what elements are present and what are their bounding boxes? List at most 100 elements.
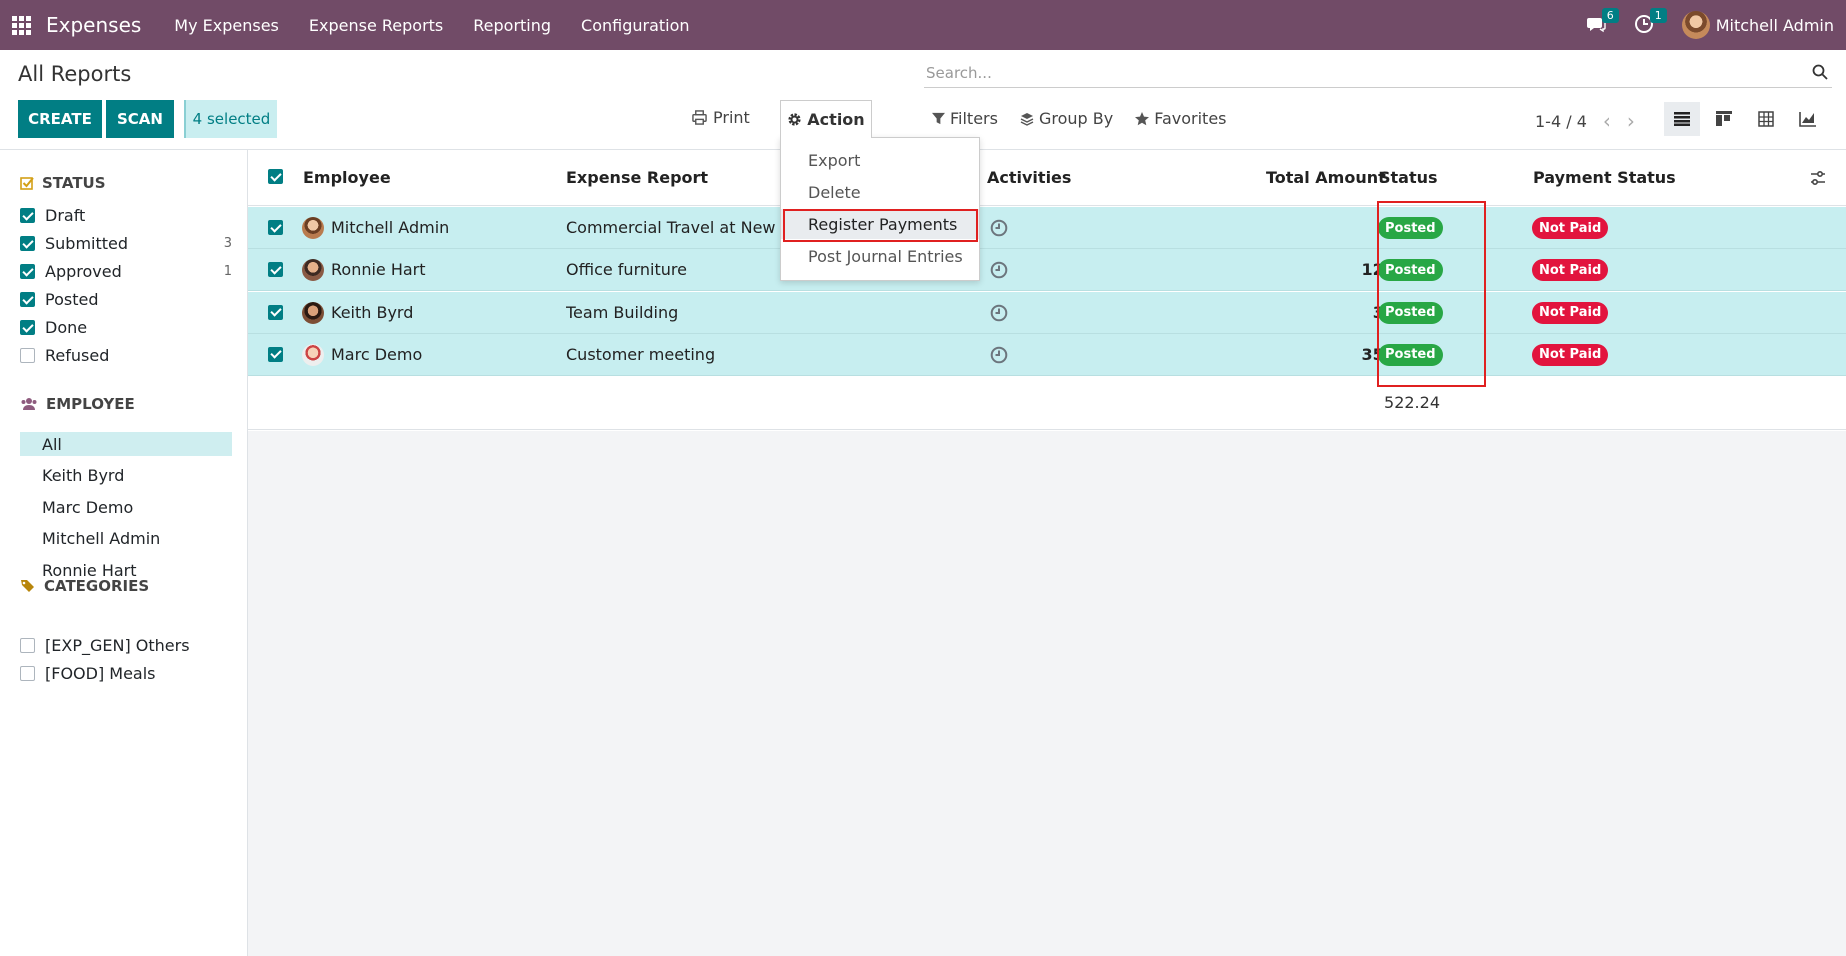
- pager-value[interactable]: 1-4 / 4: [1535, 111, 1587, 131]
- tags-icon: [21, 580, 34, 592]
- col-total-amount[interactable]: Total Amount: [1266, 168, 1386, 187]
- favorites-toggle[interactable]: Favorites: [1135, 109, 1227, 128]
- search-input[interactable]: [924, 63, 1832, 82]
- status-filter-label: Posted: [45, 290, 99, 309]
- view-switcher: [1664, 102, 1826, 136]
- user-avatar[interactable]: [1681, 11, 1710, 39]
- menu-item-export[interactable]: Export: [808, 150, 861, 170]
- optional-columns-icon[interactable]: [1810, 170, 1826, 186]
- search-bar: [924, 58, 1832, 88]
- status-badge: Posted: [1378, 217, 1443, 239]
- status-filter-label: Submitted: [45, 234, 129, 253]
- activity-clock-icon[interactable]: [990, 304, 1008, 322]
- activity-count-badge: 1: [1649, 8, 1667, 23]
- print-button[interactable]: Print: [692, 108, 750, 127]
- select-all-checkbox[interactable]: [268, 169, 283, 184]
- apps-grid-icon[interactable]: [12, 14, 34, 36]
- chevron-right-icon[interactable]: ›: [1626, 109, 1635, 133]
- category-filter-item[interactable]: [FOOD] Meals: [20, 664, 232, 683]
- menu-my-expenses[interactable]: My Expenses: [174, 15, 279, 35]
- employee-filter-item[interactable]: Mitchell Admin: [42, 529, 161, 548]
- status-filter-posted[interactable]: Posted: [20, 290, 232, 309]
- checkbox[interactable]: [20, 236, 35, 251]
- activity-clock-icon[interactable]: [990, 261, 1008, 279]
- selected-count-badge[interactable]: 4 selected: [184, 100, 277, 138]
- status-filter-draft[interactable]: Draft: [20, 206, 232, 225]
- create-button[interactable]: CREATE: [18, 100, 102, 138]
- status-column-highlight: [1377, 201, 1486, 387]
- category-filter-item[interactable]: [EXP_GEN] Others: [20, 636, 232, 655]
- filters-toggle[interactable]: Filters: [932, 109, 998, 128]
- menu-expense-reports[interactable]: Expense Reports: [308, 15, 444, 35]
- search-icon[interactable]: [1812, 64, 1828, 80]
- chat-icon[interactable]: 6: [1586, 8, 1619, 36]
- col-payment-status[interactable]: Payment Status: [1533, 168, 1676, 187]
- kanban-view-icon[interactable]: [1706, 102, 1742, 136]
- chat-count-badge: 6: [1601, 8, 1619, 23]
- menu-item-post-journal-entries[interactable]: Post Journal Entries: [808, 246, 963, 266]
- users-icon: [21, 398, 37, 410]
- checkbox[interactable]: [20, 264, 35, 279]
- checkbox[interactable]: [20, 666, 35, 681]
- menu-reporting[interactable]: Reporting: [473, 15, 552, 35]
- status-filter-submitted[interactable]: Submitted 3: [20, 234, 232, 253]
- menu-configuration[interactable]: Configuration: [581, 15, 690, 35]
- pivot-view-icon[interactable]: [1748, 102, 1784, 136]
- status-filter-label: Approved: [45, 262, 122, 281]
- employee-filter-item[interactable]: Marc Demo: [42, 497, 134, 517]
- payment-status-badge: Not Paid: [1532, 217, 1609, 239]
- employee-filter-item[interactable]: All: [20, 432, 232, 456]
- scan-button[interactable]: SCAN: [106, 100, 174, 138]
- status-filter-refused[interactable]: Refused: [20, 346, 232, 365]
- status-filter-done[interactable]: Done: [20, 318, 232, 337]
- status-section-title: STATUS: [20, 174, 106, 192]
- search-panel: STATUS Draft Submitted 3 Approved 1 Posted Don…: [0, 150, 248, 956]
- checkbox[interactable]: [20, 348, 35, 363]
- row-checkbox[interactable]: [268, 262, 283, 278]
- activity-clock-icon[interactable]: 1: [1634, 8, 1667, 36]
- table-row[interactable]: Mitchell Admin Commercial Travel at New Y…: [248, 207, 1846, 249]
- activity-clock-icon[interactable]: [990, 219, 1008, 237]
- col-expense-report[interactable]: Expense Report: [566, 168, 709, 187]
- col-employee[interactable]: Employee: [303, 168, 391, 187]
- status-filter-label: Draft: [45, 206, 86, 225]
- col-activities[interactable]: Activities: [987, 168, 1072, 187]
- search-options: Filters Group By Favorites: [932, 109, 1227, 128]
- cell-employee: Mitchell Admin: [331, 218, 450, 237]
- status-filter-count: 1: [223, 264, 232, 279]
- row-checkbox[interactable]: [268, 304, 283, 320]
- col-status[interactable]: Status: [1379, 168, 1438, 187]
- star-icon: [1135, 111, 1150, 125]
- action-label: Action: [807, 110, 865, 129]
- checkbox[interactable]: [20, 320, 35, 335]
- menu-item-register-payments[interactable]: Register Payments: [781, 209, 979, 239]
- row-checkbox[interactable]: [268, 346, 283, 362]
- empty-area: [248, 431, 1846, 956]
- user-name[interactable]: Mitchell Admin: [1715, 15, 1834, 35]
- employee-avatar: [302, 343, 324, 366]
- employee-section-title: EMPLOYEE: [20, 395, 135, 413]
- row-checkbox[interactable]: [268, 220, 283, 235]
- action-button[interactable]: Action: [780, 100, 872, 138]
- groupby-label: Group By: [1038, 109, 1114, 128]
- top-navbar: Expenses My Expenses Expense Reports Rep…: [0, 0, 1846, 50]
- graph-view-icon[interactable]: [1790, 102, 1826, 136]
- status-filter-label: Refused: [45, 346, 110, 365]
- employee-filter-item[interactable]: Keith Byrd: [42, 466, 125, 485]
- employee-filter-item[interactable]: Ronnie Hart: [42, 560, 137, 580]
- checkbox[interactable]: [20, 638, 35, 653]
- status-filter-approved[interactable]: Approved 1: [20, 262, 232, 281]
- checkbox[interactable]: [20, 208, 35, 223]
- chevron-left-icon[interactable]: ‹: [1602, 109, 1611, 133]
- groupby-toggle[interactable]: Group By: [1020, 109, 1113, 128]
- pager: 1-4 / 4 ‹ ›: [1535, 109, 1635, 133]
- activity-clock-icon[interactable]: [990, 346, 1008, 364]
- checkbox[interactable]: [20, 292, 35, 307]
- list-view-icon[interactable]: [1664, 102, 1700, 136]
- app-brand[interactable]: Expenses: [46, 13, 142, 37]
- menu-item-delete[interactable]: Delete: [808, 182, 861, 202]
- cell-expense-report: Commercial Travel at New York: [566, 218, 814, 237]
